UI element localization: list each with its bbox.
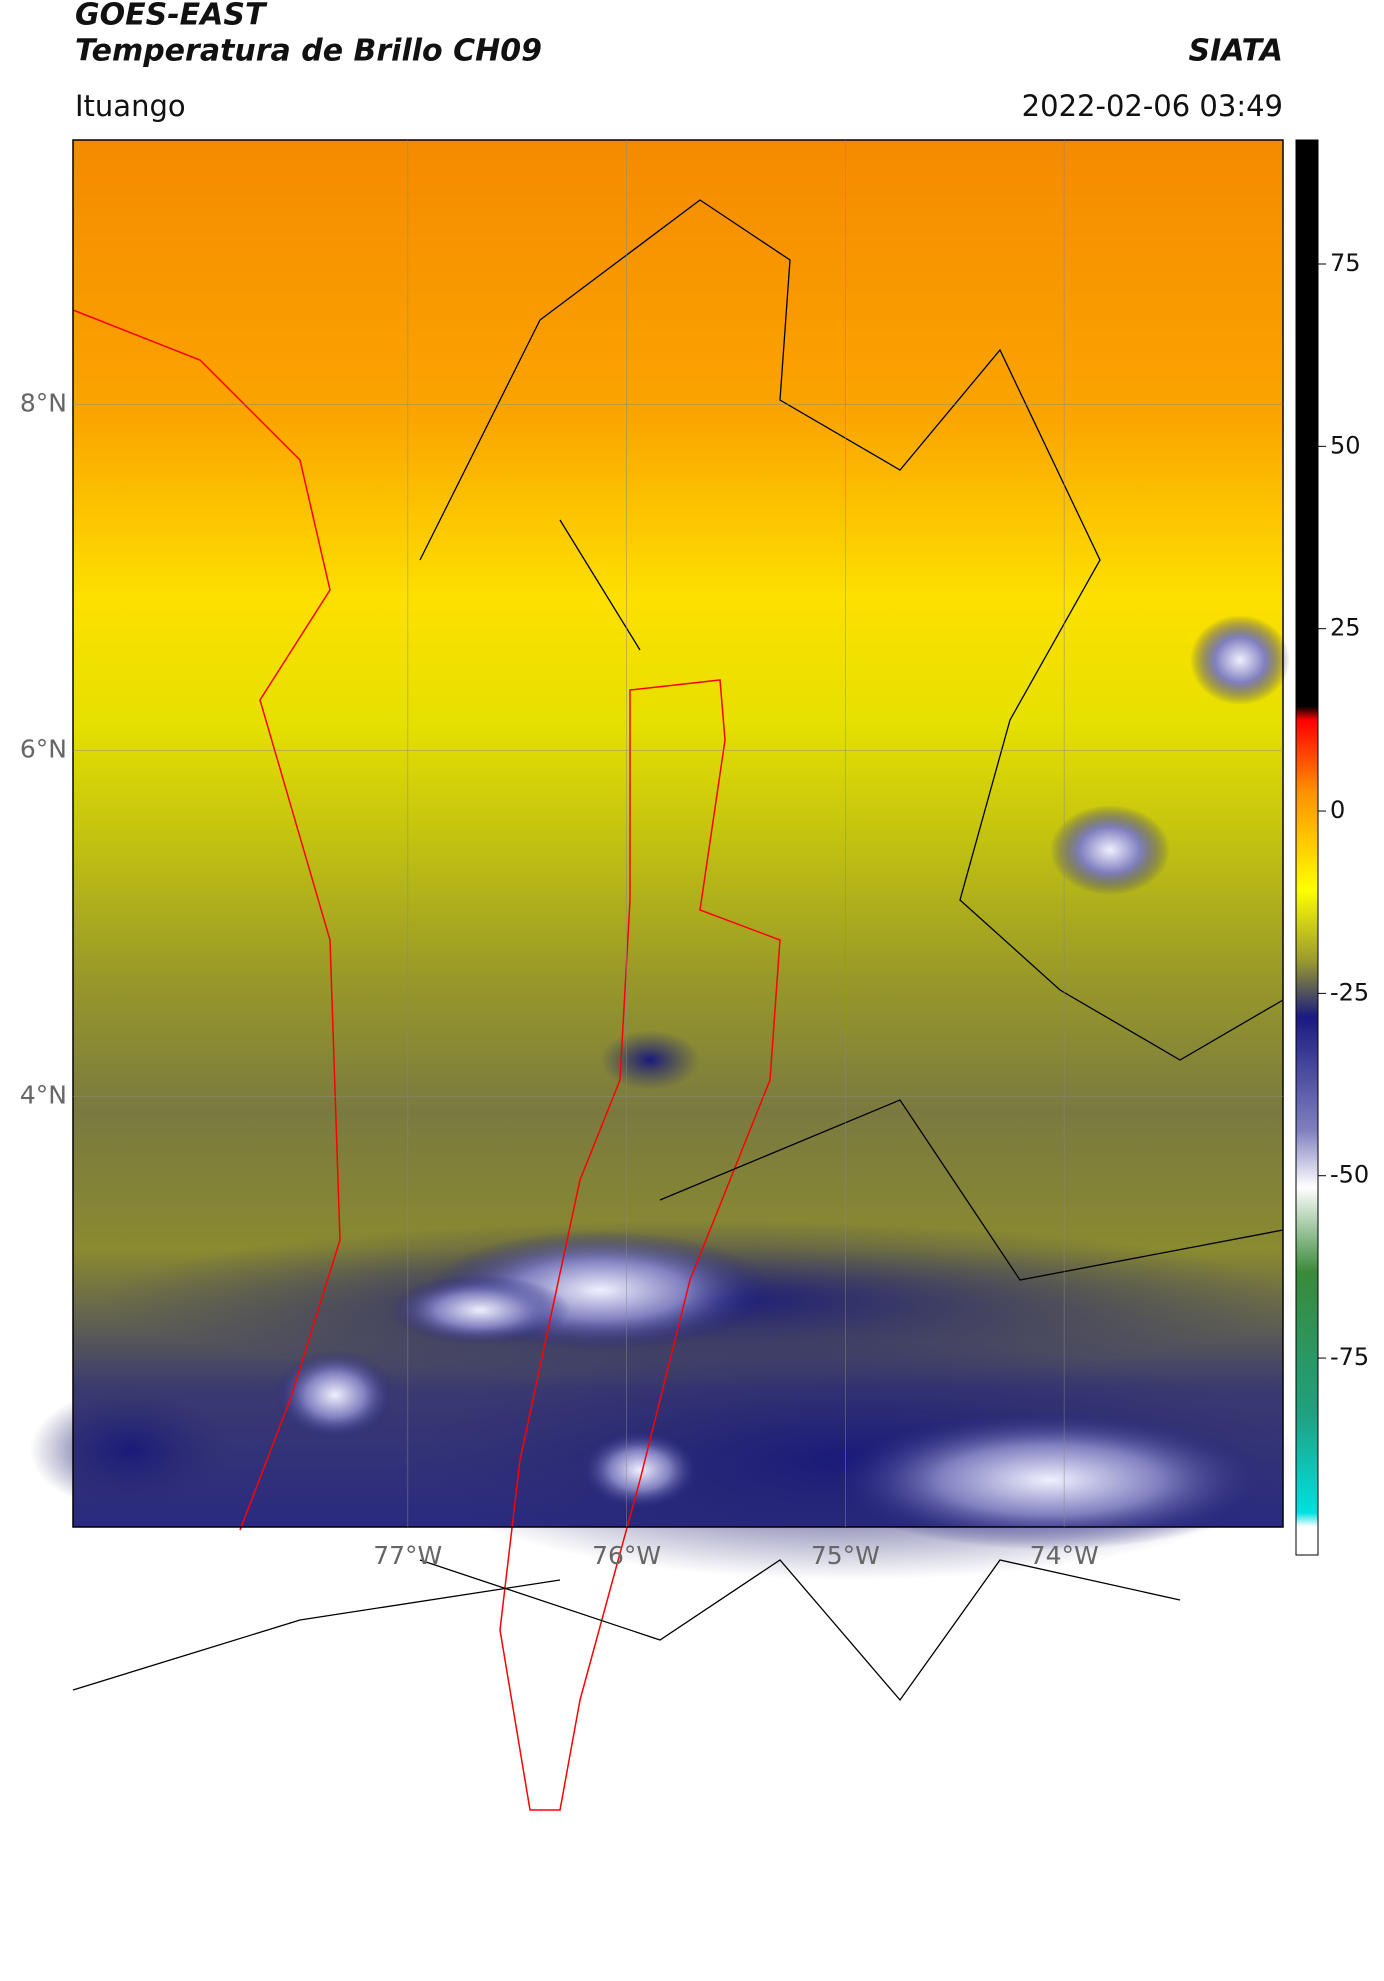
cloud — [275, 1350, 395, 1440]
basin-outline — [499, 679, 781, 1811]
cloud — [600, 1030, 700, 1090]
cloud — [390, 1275, 570, 1345]
cloud — [1050, 805, 1170, 895]
cloud — [30, 1390, 230, 1510]
colorbar-label: -75 — [1330, 1343, 1369, 1371]
map — [30, 139, 1300, 1811]
colorbar-label: 50 — [1330, 431, 1361, 459]
map-frame — [72, 139, 1284, 1528]
lon-label: 77°W — [373, 1541, 442, 1570]
colorbar-label: -50 — [1330, 1161, 1369, 1189]
lon-label: 74°W — [1030, 1541, 1099, 1570]
cloud — [830, 1410, 1270, 1550]
colorbar-label: -25 — [1330, 978, 1369, 1006]
lat-label: 6°N — [20, 734, 67, 763]
subtitle: Temperatura de Brillo CH09 — [75, 34, 542, 69]
lon-label: 76°W — [592, 1541, 661, 1570]
lat-label: 8°N — [20, 389, 67, 418]
colorbar — [1295, 139, 1319, 1556]
cloud — [1190, 615, 1290, 705]
place: Ituango — [75, 89, 186, 123]
datetime: 2022-02-06 03:49 — [1022, 89, 1283, 123]
source: SIATA — [1189, 34, 1283, 69]
colorbar-label: 0 — [1330, 796, 1345, 824]
lon-label: 75°W — [811, 1541, 880, 1570]
colorbar-label: 25 — [1330, 614, 1361, 642]
colorbar-label: 75 — [1330, 249, 1361, 277]
title: GOES-EAST — [75, 0, 268, 33]
lat-label: 4°N — [20, 1080, 67, 1109]
cloud — [580, 1430, 700, 1510]
admin-boundary — [72, 199, 1284, 1702]
coastline — [72, 309, 341, 1531]
